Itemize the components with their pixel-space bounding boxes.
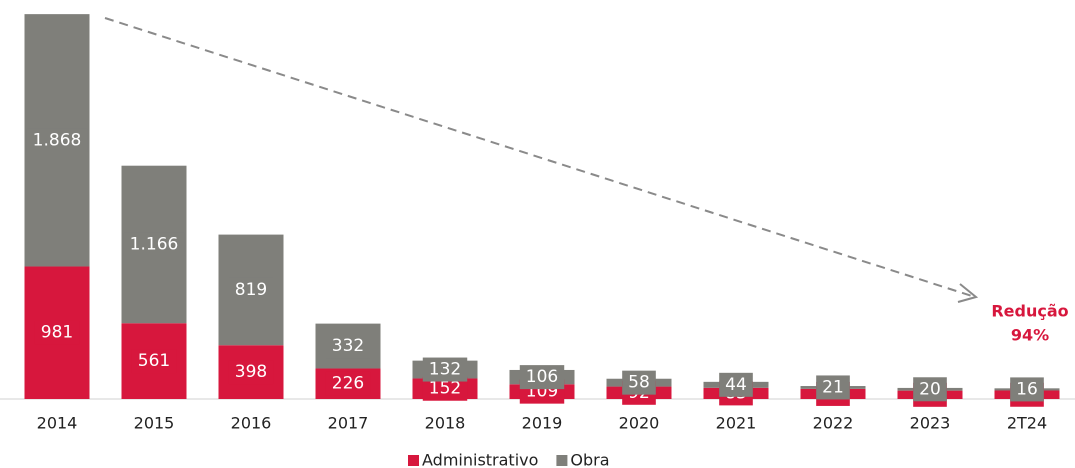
data-label: 819 [235,280,267,300]
data-label: 226 [332,374,364,394]
data-label-box [123,232,185,257]
annotation-title: Redução [991,302,1068,321]
data-label-box [325,371,371,396]
data-label-box [913,377,947,402]
data-label-box [816,375,850,400]
data-label-box [622,370,656,395]
x-tick-label: 2T24 [1007,414,1047,433]
legend-label: Administrativo [422,451,538,468]
data-label-box [719,372,753,397]
x-tick-label: 2022 [813,414,854,433]
legend-swatch [408,455,419,466]
data-label: 332 [332,336,364,356]
data-label: 20 [919,379,941,399]
data-label: 106 [526,367,558,387]
data-label-box [131,349,177,374]
x-tick-label: 2020 [619,414,660,433]
trend-arrow [104,17,976,298]
annotation-value: 94% [1011,326,1049,345]
trend-arrow-head [957,283,979,303]
data-label: 398 [235,362,267,382]
data-label-box [1010,377,1044,402]
data-label: 981 [41,323,73,343]
data-label-box [519,365,565,390]
legend-swatch [556,455,568,466]
data-label: 132 [429,360,461,380]
x-tick-label: 2017 [328,414,369,433]
data-label: 1.166 [130,234,179,254]
x-tick-label: 2016 [231,414,272,433]
data-label-box [26,128,88,153]
data-label-box [325,334,371,359]
data-label-box [34,320,80,345]
data-label-box [228,277,274,302]
x-tick-label: 2019 [522,414,563,433]
data-label: 561 [138,351,170,371]
data-label: 21 [822,377,844,397]
data-label: 1.868 [33,130,82,150]
data-label: 16 [1016,379,1038,399]
x-tick-label: 2021 [716,414,757,433]
x-tick-label: 2023 [910,414,951,433]
x-tick-label: 2015 [134,414,175,433]
data-label: 58 [628,373,650,393]
x-tick-label: 2018 [425,414,466,433]
x-tick-label: 2014 [37,414,78,433]
legend-label: Obra [570,451,609,468]
data-label-box [228,360,274,385]
data-label: 44 [725,375,747,395]
data-label-box [422,357,468,382]
data-label: 152 [429,379,461,399]
